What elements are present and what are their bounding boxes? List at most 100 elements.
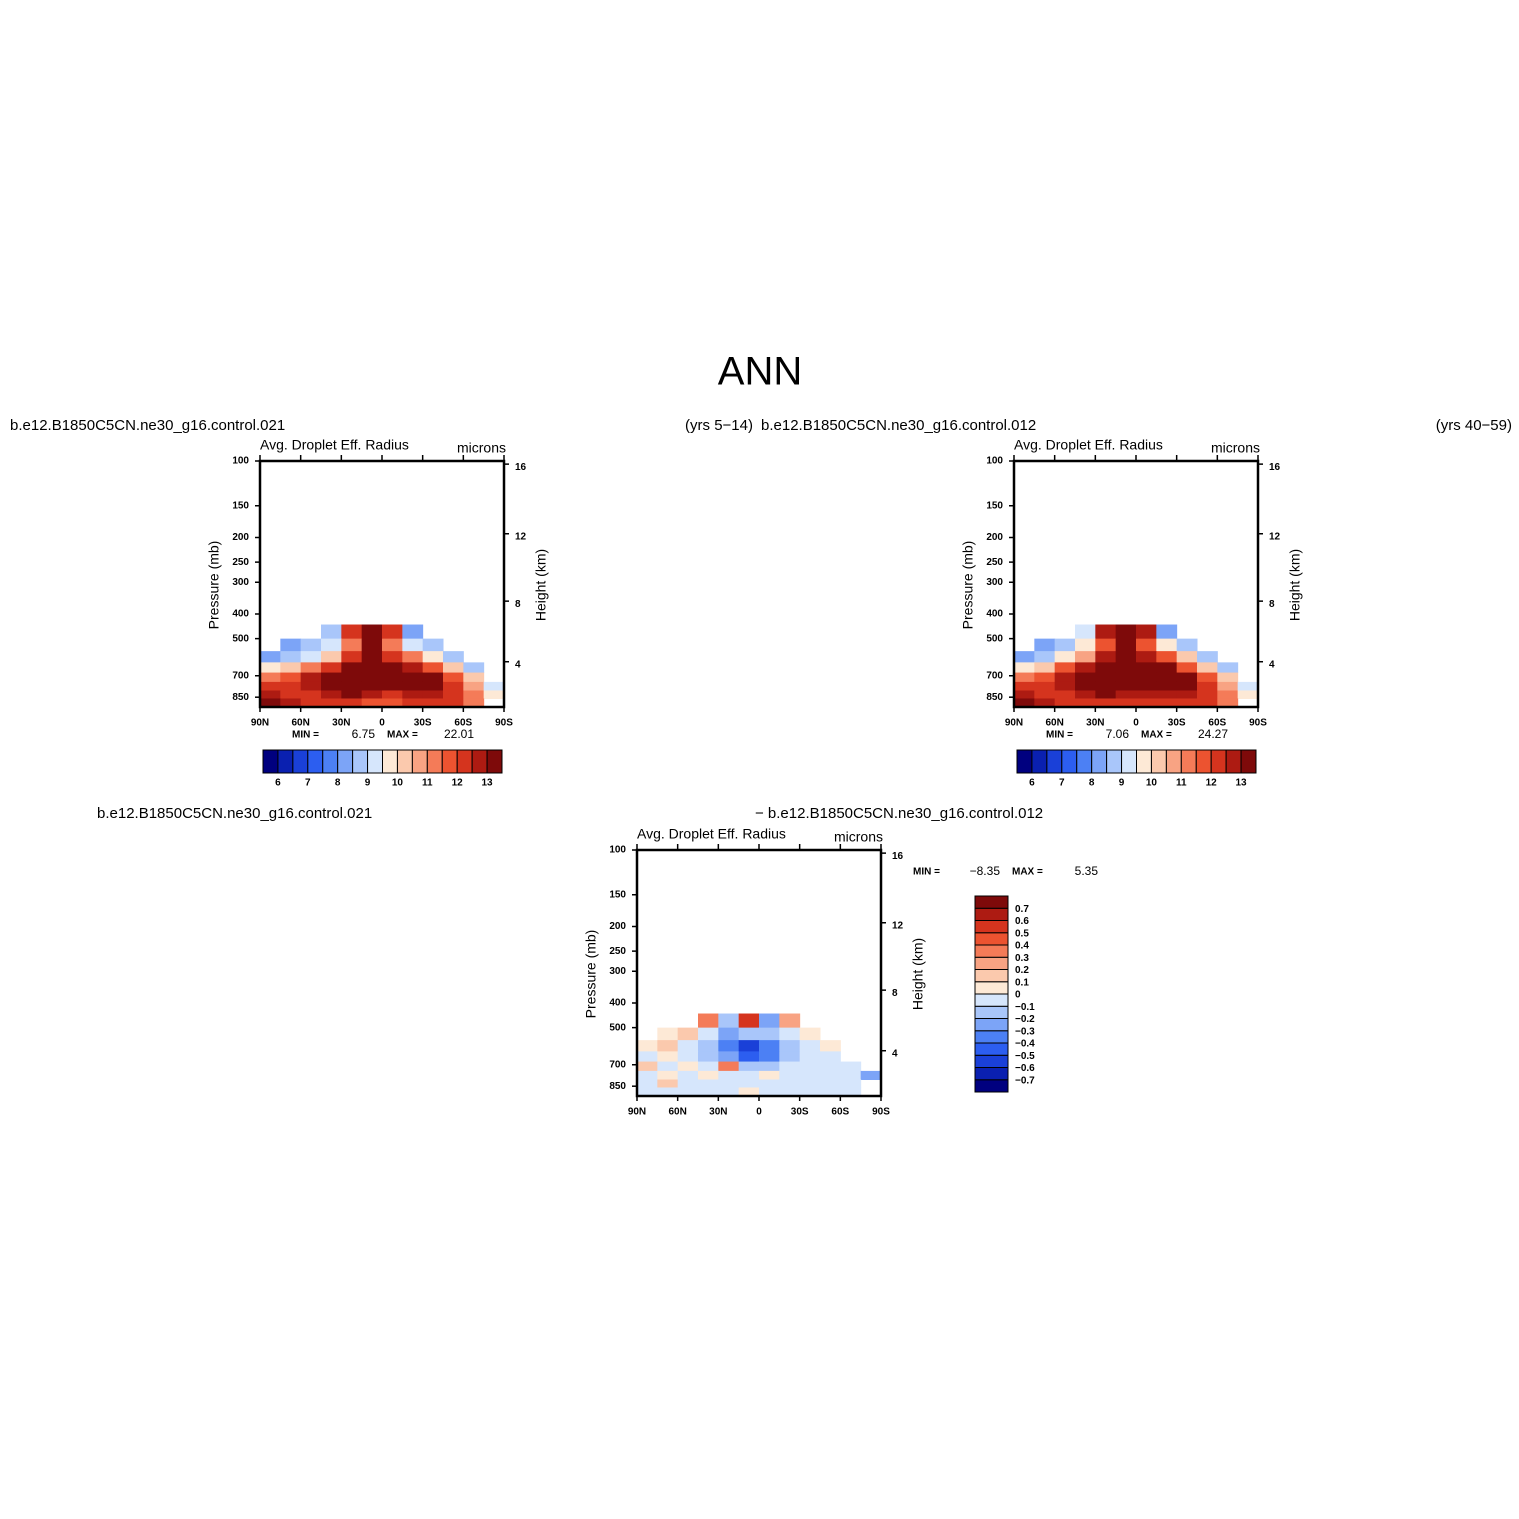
- y2-tick-label: 4: [1269, 659, 1275, 670]
- colorbar-label: 9: [1119, 778, 1125, 789]
- colorbar-label: 6: [1029, 778, 1035, 789]
- y-tick-label: 200: [609, 921, 626, 932]
- contour-cell: [1054, 651, 1076, 663]
- x-tick-label: 60S: [454, 718, 472, 729]
- contour-cell: [280, 662, 302, 674]
- max-value: 24.27: [1198, 727, 1228, 741]
- contour-cell: [820, 1051, 841, 1063]
- colorbar-box: [974, 969, 1009, 983]
- contour-cell: [637, 1040, 658, 1052]
- contour-cell: [260, 662, 281, 674]
- y-tick-label: 400: [609, 998, 626, 1009]
- contour-cell: [1095, 624, 1117, 640]
- contour-cell: [860, 1070, 882, 1081]
- contour-cell: [718, 1079, 740, 1088]
- contour-cell: [361, 698, 383, 708]
- contour-cell: [779, 1013, 801, 1029]
- colorbar-label: −0.4: [1015, 1039, 1035, 1050]
- contour-cell: [698, 1027, 719, 1041]
- y-tick-label: 700: [232, 670, 249, 681]
- contour-cell: [402, 672, 424, 683]
- contour-cell: [280, 690, 302, 699]
- colorbar-label: 0.4: [1015, 941, 1029, 952]
- contour-cell: [422, 638, 444, 652]
- y2-axis-label: Height (km): [533, 549, 549, 621]
- contour-cell: [677, 1087, 699, 1097]
- y2-tick-label: 12: [892, 920, 904, 931]
- contour-cell: [1115, 638, 1137, 652]
- y-tick-label: 200: [986, 532, 1003, 543]
- colorbar-box: [1031, 749, 1048, 774]
- contour-cell: [1034, 651, 1056, 663]
- contour-cell: [718, 1087, 740, 1097]
- y2-tick-label: 12: [515, 531, 527, 542]
- contour-cell: [1176, 672, 1198, 683]
- contour-cell: [463, 672, 485, 683]
- contour-cell: [1176, 690, 1198, 699]
- colorbar-label: 12: [1206, 778, 1218, 789]
- contour-cell: [779, 1051, 801, 1063]
- contour-cell: [382, 690, 403, 699]
- contour-cell: [759, 1087, 780, 1097]
- contour-cell: [1156, 624, 1178, 640]
- colorbar-box: [471, 749, 488, 774]
- colorbar-box: [1240, 749, 1257, 774]
- contour-cell: [1115, 690, 1137, 699]
- colorbar-box: [1106, 749, 1123, 774]
- colorbar-box: [974, 956, 1009, 970]
- contour-cell: [1197, 651, 1218, 663]
- colorbar-box: [974, 1067, 1009, 1081]
- contour-cell: [738, 1061, 760, 1072]
- y-tick-label: 250: [609, 946, 626, 957]
- contour-cell: [1095, 681, 1117, 692]
- contour-cell: [321, 624, 342, 640]
- plot-title: Avg. Droplet Eff. Radius: [637, 826, 786, 842]
- contour-cell: [698, 1070, 719, 1081]
- colorbar-label: −0.5: [1015, 1051, 1035, 1062]
- contour-cell: [341, 638, 363, 652]
- contour-cell: [840, 1061, 862, 1072]
- contour-cell: [1217, 681, 1239, 692]
- contour-cell: [341, 690, 363, 699]
- contour-cell: [1054, 690, 1076, 699]
- contour-cell: [718, 1013, 740, 1029]
- y-tick-label: 400: [986, 609, 1003, 620]
- colorbar-box: [411, 749, 428, 774]
- colorbar-box: [1136, 749, 1152, 774]
- colorbar-box: [262, 749, 279, 774]
- contour-cell: [1176, 698, 1198, 708]
- contour-cell: [637, 1070, 658, 1081]
- colorbar-box: [974, 981, 1009, 995]
- y-tick-label: 150: [986, 500, 1003, 511]
- contour-cell: [779, 1070, 801, 1081]
- contour-cell: [698, 1040, 719, 1052]
- contour-cell: [321, 662, 342, 674]
- contour-cell: [820, 1061, 841, 1072]
- contour-cell: [1136, 698, 1157, 708]
- contour-cell: [1054, 662, 1076, 674]
- contour-cell: [1156, 662, 1178, 674]
- min-value: −8.35: [970, 864, 1001, 878]
- colorbar-box: [974, 1018, 1009, 1032]
- colorbar-box: [974, 932, 1009, 946]
- contour-cell: [1054, 698, 1076, 708]
- contour-cell: [321, 681, 342, 692]
- contour-cell: [1054, 672, 1076, 683]
- contour-cell: [260, 690, 281, 699]
- colorbar-box: [974, 907, 1009, 921]
- contour-cell: [300, 662, 322, 674]
- contour-cell: [759, 1079, 780, 1088]
- colorbar-label: 13: [482, 778, 494, 789]
- contour-cell: [361, 638, 383, 652]
- x-tick-label: 30S: [1168, 718, 1186, 729]
- figure-title: ANN: [718, 350, 802, 394]
- contour-cell: [443, 698, 464, 708]
- colorbar-label: 8: [335, 778, 341, 789]
- x-tick-label: 0: [1133, 718, 1139, 729]
- colorbar-box: [292, 749, 309, 774]
- contour-cell: [1176, 651, 1198, 663]
- contour-cell: [361, 651, 383, 663]
- max-text: MAX =: [387, 730, 418, 741]
- contour-cell: [1237, 681, 1259, 692]
